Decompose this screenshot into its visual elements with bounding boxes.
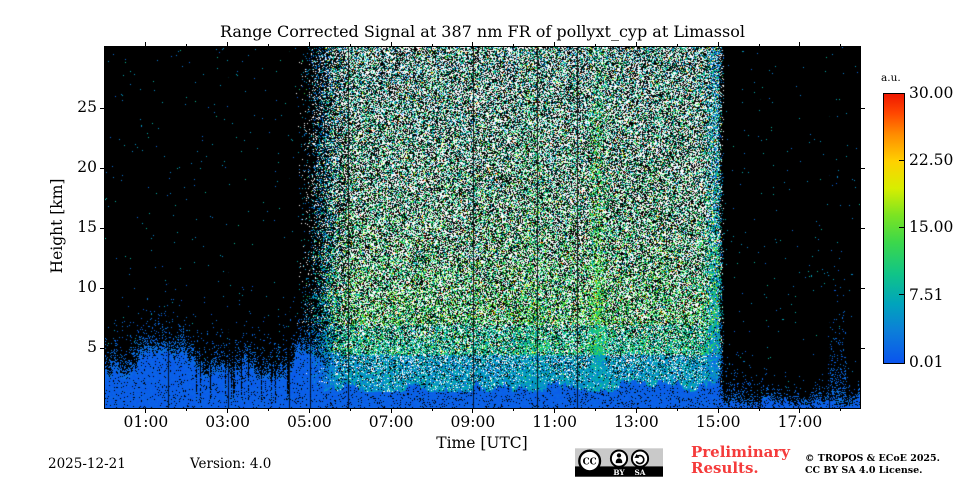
x-major-tick-top [554, 42, 556, 47]
x-major-tick [799, 408, 801, 413]
preliminary-line2: Results. [691, 458, 759, 477]
x-minor-tick-top [676, 44, 678, 47]
share-alike-arrowhead-icon [634, 453, 640, 458]
x-minor-tick [676, 408, 678, 411]
x-major-tick-top [799, 42, 801, 47]
x-tick-label: 05:00 [287, 413, 332, 431]
copyright-line2: CC BY SA 4.0 License. [805, 465, 923, 476]
y-major-tick [100, 287, 105, 289]
y-major-tick-right [860, 347, 865, 349]
x-tick-label: 13:00 [614, 413, 659, 431]
cc-by-sa-badge: CC BY SA [575, 448, 663, 477]
x-major-tick [717, 408, 719, 413]
x-axis-label: Time [UTC] [436, 434, 528, 452]
x-minor-tick [349, 408, 351, 411]
by-text: BY [613, 468, 625, 477]
sa-text: SA [635, 468, 646, 477]
colorbar-tick-label: 30.00 [909, 84, 954, 102]
colorbar-tick-label: 7.51 [909, 286, 944, 304]
x-tick-label: 11:00 [532, 413, 577, 431]
plot-title: Range Corrected Signal at 387 nm FR of p… [220, 22, 745, 41]
y-major-tick [100, 107, 105, 109]
x-minor-tick-top [840, 44, 842, 47]
x-minor-tick [840, 408, 842, 411]
x-major-tick [227, 408, 229, 413]
x-minor-tick [268, 408, 269, 411]
colorbar-tick [899, 227, 904, 228]
measurement-date: 2025-12-21 [48, 456, 126, 472]
x-tick-label: 01:00 [123, 413, 169, 431]
y-major-tick [100, 347, 105, 349]
y-tick-label: 10 [77, 278, 97, 297]
signal-heatmap [105, 47, 860, 408]
x-major-tick-top [390, 42, 392, 47]
version-label: Version: 4.0 [190, 456, 272, 472]
x-minor-tick [431, 408, 433, 411]
x-minor-tick-top [595, 44, 597, 47]
x-minor-tick-top [268, 44, 269, 47]
x-minor-tick-top [431, 44, 433, 47]
cc-circle-icon [578, 449, 602, 473]
y-major-tick-right [860, 227, 865, 229]
person-icon [616, 453, 622, 458]
x-minor-tick-top [186, 44, 188, 47]
colorbar-unit-label: a.u. [881, 72, 901, 84]
x-major-tick-top [717, 42, 719, 47]
copyright-note: © TROPOS & ECoE 2025. CC BY SA 4.0 Licen… [805, 453, 940, 477]
x-major-tick-top [145, 42, 147, 47]
x-tick-label: 17:00 [777, 413, 823, 431]
x-major-tick [308, 408, 310, 413]
x-major-tick-top [308, 42, 310, 47]
x-minor-tick-top [758, 44, 760, 47]
preliminary-results-note: Preliminary Results. [691, 443, 790, 477]
y-tick-label: 5 [87, 338, 97, 357]
colorbar-tick [899, 294, 904, 295]
colorbar-tick [899, 160, 904, 161]
preliminary-line1: Preliminary [691, 443, 790, 461]
x-tick-label: 07:00 [368, 413, 414, 431]
y-major-tick-right [860, 287, 865, 289]
y-major-tick-right [860, 167, 865, 169]
x-major-tick [554, 408, 556, 413]
person-body-icon [615, 458, 623, 464]
x-major-tick [635, 408, 637, 413]
x-minor-tick [186, 408, 188, 411]
y-major-tick [100, 227, 105, 229]
colorbar-tick-label: 0.01 [909, 353, 944, 371]
share-alike-arrow-icon [635, 454, 645, 465]
x-major-tick-top [635, 42, 637, 47]
y-major-tick-right [860, 107, 865, 109]
y-tick-label: 15 [77, 218, 97, 237]
x-major-tick [145, 408, 147, 413]
badge-bottom-bar [575, 466, 663, 477]
x-minor-tick [513, 408, 515, 411]
x-minor-tick [595, 408, 597, 411]
y-tick-label: 20 [77, 158, 97, 177]
x-major-tick-top [227, 42, 229, 47]
colorbar-tick-label: 15.00 [909, 218, 954, 236]
y-major-tick [100, 167, 105, 169]
x-minor-tick [758, 408, 760, 411]
x-tick-label: 09:00 [450, 413, 496, 431]
cc-text: CC [583, 458, 597, 468]
x-tick-label: 15:00 [695, 413, 741, 431]
x-tick-label: 03:00 [205, 413, 250, 431]
x-major-tick-top [472, 42, 474, 47]
x-minor-tick-top [513, 44, 515, 47]
x-major-tick [390, 408, 392, 413]
x-minor-tick-top [349, 44, 351, 47]
x-major-tick [472, 408, 474, 413]
sa-circle-icon [630, 449, 650, 468]
copyright-line1: © TROPOS & ECoE 2025. [805, 453, 940, 464]
y-tick-label: 25 [77, 98, 97, 117]
colorbar [883, 93, 905, 364]
colorbar-tick-label: 22.50 [909, 151, 954, 169]
